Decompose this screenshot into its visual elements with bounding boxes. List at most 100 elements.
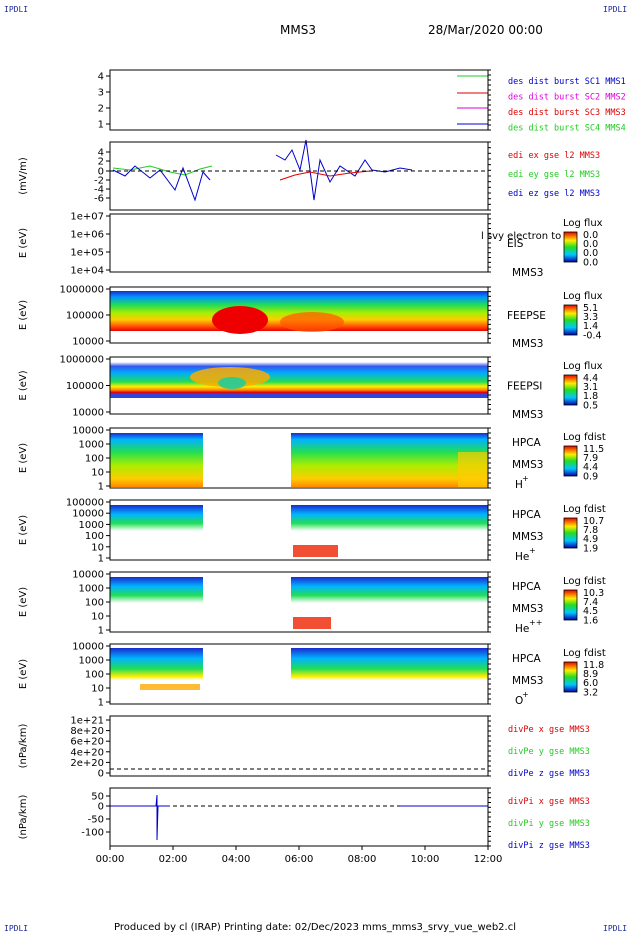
- hpca_o-colorbar-tick-label: 8.9: [583, 669, 598, 680]
- corner-label-bl: IPDLI: [4, 924, 28, 933]
- header-spacecraft: MMS3: [280, 23, 316, 37]
- hpca_he-colorbar-title: Log fdist: [563, 504, 606, 515]
- feepsi-colorbar-title: Log flux: [563, 361, 603, 372]
- hpca_he-y-tick-label: 10000: [72, 509, 104, 520]
- hpca_he-colorbar-tick-label: 4.9: [583, 534, 598, 545]
- hpca_hepp-colorbar: [563, 589, 578, 621]
- edi-legend-entry: edi ex gse l2 MMS3: [508, 151, 600, 161]
- hpca_hepp-y-tick-label: 1000: [79, 584, 104, 595]
- hpca_h-y-tick-label: 10: [91, 468, 104, 479]
- divpe-legend-entry: divPe x gse MMS3: [508, 725, 590, 735]
- divpi-y-tick-label: -50: [88, 815, 104, 826]
- hpca_o-y-tick-label: 10: [91, 684, 104, 695]
- hpca_hepp-colorbar-tick-label: 10.3: [583, 588, 604, 599]
- edi-y-tick-label: -6: [94, 194, 104, 205]
- hpca_h-y-tick-label: 100: [85, 454, 104, 465]
- hpca_o-colorbar-tick-label: 11.8: [583, 660, 604, 671]
- hpca_he-y-axis-label: E (eV): [18, 515, 29, 545]
- hpca-hepp-spectrogram: [110, 577, 203, 629]
- burst-y-tick-label: 3: [98, 88, 104, 99]
- feepse-spacecraft-label: MMS3: [512, 338, 543, 350]
- feepse-colorbar-tick-label: 5.1: [583, 303, 598, 314]
- divpi-legend-entry: divPi x gse MMS3: [508, 797, 590, 807]
- feepsi-spectrogram: [110, 362, 488, 398]
- x-tick-label: 02:00: [159, 854, 188, 865]
- hpca_o-species-label: O: [515, 695, 523, 707]
- burst-legend-entry: des dist burst SC3 MMS3: [508, 108, 626, 118]
- hpca-h-spectrogram: [110, 433, 203, 487]
- hpca_hepp-y-tick-label: 10000: [72, 570, 104, 581]
- eis-colorbar-tick-label: 0.0: [583, 239, 598, 250]
- hpca-hepp-hotspot: [293, 617, 331, 629]
- hpca_h-colorbar: [563, 445, 578, 477]
- edi-y-tick-label: -2: [94, 176, 104, 187]
- hpca_he-colorbar-tick-label: 10.7: [583, 516, 604, 527]
- hpca_o-colorbar-title: Log fdist: [563, 648, 606, 659]
- hpca_he-y-tick-label: 100000: [66, 498, 104, 509]
- hpca_he-instrument-label: HPCA: [512, 509, 542, 521]
- feepse-colorbar-tick-label: 3.3: [583, 312, 598, 323]
- hpca-he-spectrogram: [110, 505, 203, 557]
- hpca_o-y-tick-label: 100: [85, 670, 104, 681]
- divpi-trace: [110, 794, 170, 841]
- divpe-y-tick-label: 1e+21: [70, 716, 104, 727]
- hpca-o-hotspot: [140, 684, 200, 690]
- hpca-o-spectrogram: [110, 648, 203, 700]
- x-tick-label: 04:00: [222, 854, 251, 865]
- hpca_hepp-y-tick-label: 100: [85, 598, 104, 609]
- feepsi-hotspot: [218, 377, 246, 389]
- hpca-o-spectrogram: [291, 648, 488, 700]
- edi-y-tick-label: 2: [98, 157, 104, 168]
- divpe-y-axis-label: (nPa/km): [18, 724, 29, 769]
- hpca_he-colorbar-tick-label: 1.9: [583, 543, 598, 554]
- burst-legend-entry: des dist burst SC1 MMS1: [508, 77, 626, 87]
- eis-y-tick-label: 1e+07: [70, 212, 104, 223]
- edi-legend-entry: edi ey gse l2 MMS3: [508, 170, 600, 180]
- hpca_o-y-tick-label: 1000: [79, 656, 104, 667]
- divpe-y-tick-label: 0: [98, 769, 104, 780]
- feepsi-colorbar: [563, 374, 578, 406]
- hpca_hepp-species-charge: ++: [529, 618, 542, 627]
- hpca_hepp-colorbar-tick-label: 1.6: [583, 615, 598, 626]
- hpca_o-y-axis-label: E (eV): [18, 659, 29, 689]
- hpca_o-colorbar-tick-label: 6.0: [583, 678, 598, 689]
- eis-colorbar-tick-label: 0.0: [583, 248, 598, 259]
- hpca_h-colorbar-tick-label: 11.5: [583, 444, 604, 455]
- feepse-y-tick-label: 10000: [72, 337, 104, 348]
- divpe-panel-frame: [109, 715, 489, 777]
- divpi-legend-entry: divPi y gse MMS3: [508, 819, 590, 829]
- hpca_h-species-label: H: [515, 479, 523, 491]
- feepsi-hotspot: [190, 367, 270, 387]
- hpca_h-y-tick-label: 1: [98, 482, 104, 493]
- hpca_h-colorbar-tick-label: 4.4: [583, 462, 598, 473]
- feepse-colorbar-tick-label: -0.4: [583, 330, 602, 341]
- x-tick-label: 10:00: [411, 854, 440, 865]
- hpca_hepp-colorbar-title: Log fdist: [563, 576, 606, 587]
- eis-spacecraft-label: MMS3: [512, 267, 543, 279]
- eis-y-tick-label: 1e+06: [70, 230, 104, 241]
- hpca_he-species-label: He: [515, 551, 529, 563]
- eis-instrument-label: EIS: [507, 238, 524, 250]
- feepse-y-tick-label: 100000: [66, 311, 104, 322]
- hpca_he-y-tick-label: 10: [91, 542, 104, 553]
- burst-panel-frame: [109, 69, 489, 131]
- hpca_h-spacecraft-label: MMS3: [512, 459, 543, 471]
- hpca_o-y-tick-label: 1: [98, 698, 104, 709]
- hpca_he-species-charge: +: [529, 546, 536, 555]
- hpca-h-hotspot: [458, 452, 488, 487]
- hpca_o-spacecraft-label: MMS3: [512, 675, 543, 687]
- feepse-instrument-label: FEEPSE: [507, 310, 546, 322]
- edi-ex-trace: [279, 170, 371, 181]
- feepsi-y-tick-label: 100000: [66, 381, 104, 392]
- eis-colorbar-tick-label: 0.0: [583, 257, 598, 268]
- hpca-he-hotspot: [293, 545, 338, 557]
- eis-y-tick-label: 1e+04: [70, 266, 104, 277]
- x-tick-label: 08:00: [348, 854, 377, 865]
- feepse-y-tick-label: 1000000: [59, 285, 104, 296]
- edi-ez-trace: [112, 165, 211, 202]
- burst-legend-entry: des dist burst SC2 MMS2: [508, 93, 626, 103]
- hpca-h-spectrogram: [291, 433, 488, 487]
- feepse-colorbar-tick-label: 1.4: [583, 321, 598, 332]
- edi-y-tick-label: 4: [98, 148, 104, 159]
- hpca_he-colorbar-tick-label: 7.8: [583, 525, 598, 536]
